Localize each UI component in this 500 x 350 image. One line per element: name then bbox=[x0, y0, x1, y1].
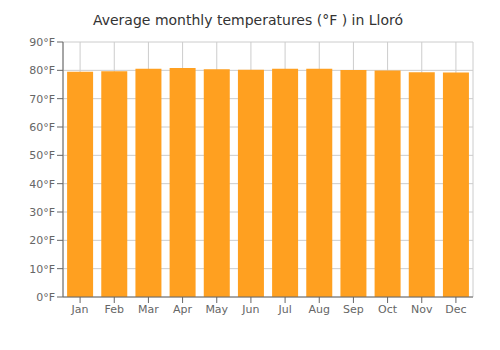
svg-text:80°F: 80°F bbox=[29, 64, 55, 77]
svg-text:60°F: 60°F bbox=[29, 121, 55, 134]
svg-text:Jul: Jul bbox=[277, 303, 291, 316]
svg-text:30°F: 30°F bbox=[29, 206, 55, 219]
html-text:Average monthly temperatures (: Average monthly temperatures (°F ) in Ll… bbox=[92, 12, 403, 28]
svg-text:Mar: Mar bbox=[138, 303, 159, 316]
svg-text:Aug: Aug bbox=[309, 303, 330, 316]
svg-text:Nov: Nov bbox=[411, 303, 433, 316]
svg-text:Feb: Feb bbox=[105, 303, 124, 316]
svg-text:90°F: 90°F bbox=[29, 36, 55, 49]
svg-text:70°F: 70°F bbox=[29, 93, 55, 106]
svg-text:Apr: Apr bbox=[173, 303, 193, 316]
svg-text:Oct: Oct bbox=[378, 303, 398, 316]
svg-text:Jan: Jan bbox=[71, 303, 89, 316]
svg-text:0°F: 0°F bbox=[36, 291, 55, 304]
svg-text:Sep: Sep bbox=[343, 303, 364, 316]
svg-text:40°F: 40°F bbox=[29, 178, 55, 191]
svg-text:50°F: 50°F bbox=[29, 149, 55, 162]
svg-text:10°F: 10°F bbox=[29, 263, 55, 276]
svg-text:Jun: Jun bbox=[241, 303, 259, 316]
svg-text:May: May bbox=[205, 303, 228, 316]
svg-text:20°F: 20°F bbox=[29, 234, 55, 247]
svg-text:Dec: Dec bbox=[445, 303, 466, 316]
